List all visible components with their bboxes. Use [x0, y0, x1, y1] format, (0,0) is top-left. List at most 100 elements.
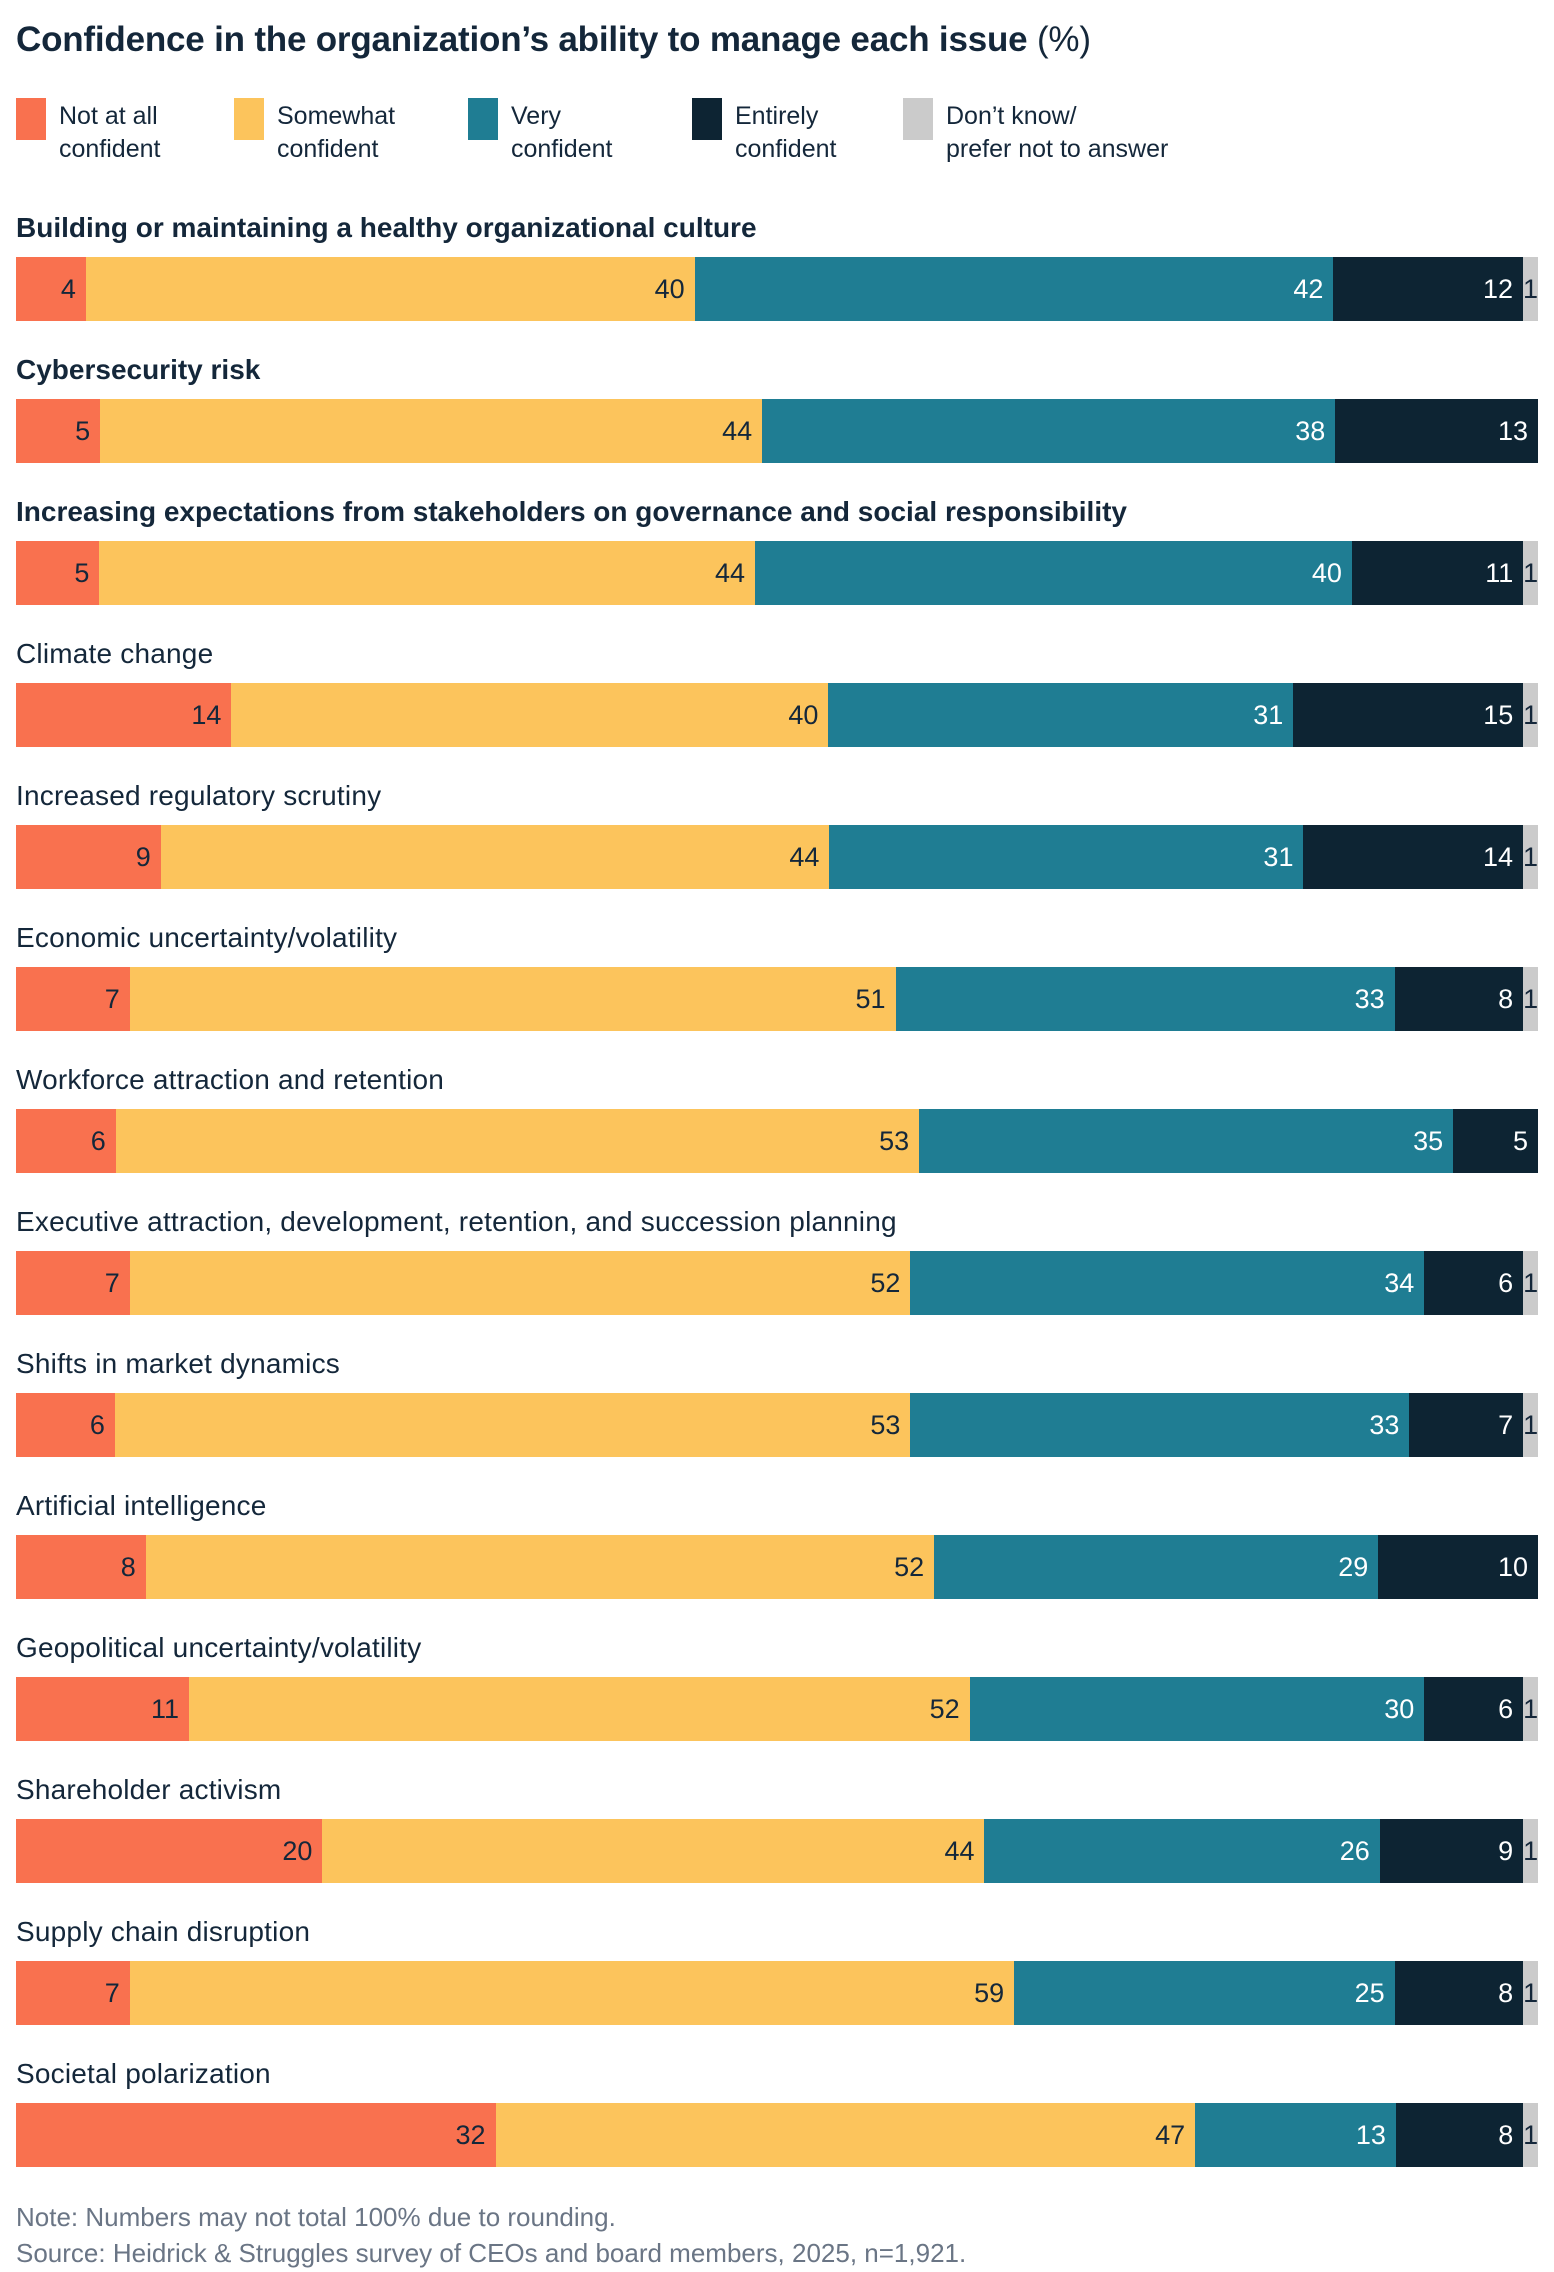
bar-segment-dont-know: 1 [1523, 1819, 1538, 1883]
stacked-bar: 7 52 34 6 1 [16, 1251, 1538, 1315]
bar-segment-very-confident: 38 [762, 399, 1336, 463]
bar-segment-very-confident: 25 [1014, 1961, 1395, 2025]
chart-row: Artificial intelligence 8 52 29 10 [16, 1490, 1538, 1599]
bar-segment-somewhat-confident: 40 [85, 257, 695, 321]
bar-segment-very-confident: 31 [828, 683, 1294, 747]
category-label: Building or maintaining a healthy organi… [16, 212, 757, 243]
stacked-bar: 32 47 13 8 1 [16, 2103, 1538, 2167]
chart-footer: Note: Numbers may not total 100% due to … [16, 2200, 1538, 2272]
category-label: Supply chain disruption [16, 1916, 311, 1947]
bar-segment-entirely-confident: 15 [1293, 683, 1524, 747]
bar-segment-very-confident: 29 [934, 1535, 1379, 1599]
stacked-bar: 7 59 25 8 1 [16, 1961, 1538, 2025]
chart-row: Economic uncertainty/volatility 7 51 33 8 1 [16, 922, 1538, 1031]
bar-segment-dont-know: 1 [1523, 1393, 1538, 1457]
bar-segment-entirely-confident: 8 [1395, 2103, 1524, 2167]
bar-segment-very-confident: 42 [694, 257, 1334, 321]
category-label: Economic uncertainty/volatility [16, 922, 398, 953]
dont-know-swatch [903, 98, 933, 140]
bar-segment-entirely-confident: 13 [1335, 399, 1538, 463]
bar-segment-not-at-all-confident: 7 [16, 1961, 130, 2025]
stacked-bar: 11 52 30 6 1 [16, 1677, 1538, 1741]
chart-row: Increasing expectations from stakeholder… [16, 496, 1538, 605]
bar-segment-not-at-all-confident: 11 [16, 1677, 190, 1741]
stacked-bar: 14 40 31 15 1 [16, 683, 1538, 747]
bar-segment-dont-know: 1 [1523, 683, 1538, 747]
chart-row: Building or maintaining a healthy organi… [16, 212, 1538, 321]
legend-item-label: Somewhat confident [277, 102, 396, 163]
category-label: Cybersecurity risk [16, 354, 261, 385]
bar-segment-entirely-confident: 9 [1379, 1819, 1524, 1883]
bar-segment-dont-know: 1 [1523, 1251, 1538, 1315]
bar-segment-not-at-all-confident: 9 [16, 825, 161, 889]
bar-segment-entirely-confident: 6 [1424, 1251, 1524, 1315]
bar-segment-very-confident: 30 [969, 1677, 1425, 1741]
bar-segment-dont-know: 1 [1523, 541, 1538, 605]
bar-segment-somewhat-confident: 44 [322, 1819, 985, 1883]
bar-segment-very-confident: 40 [754, 541, 1352, 605]
bar-segment-somewhat-confident: 53 [114, 1393, 911, 1457]
chart-title-main: Confidence in the organization’s ability… [16, 20, 1028, 59]
bar-segment-not-at-all-confident: 14 [16, 683, 232, 747]
legend-item-somewhat-confident: Somewhat confident [234, 98, 468, 166]
legend-item-label: Very confident [511, 102, 613, 163]
bar-segment-entirely-confident: 8 [1394, 967, 1524, 1031]
bar-segment-somewhat-confident: 51 [129, 967, 896, 1031]
legend-item-label: Don’t know/ prefer not to answer [946, 102, 1169, 163]
chart-row: Societal polarization 32 47 13 8 1 [16, 2058, 1538, 2167]
category-label: Executive attraction, development, reten… [16, 1206, 897, 1237]
bar-segment-dont-know: 1 [1523, 2103, 1538, 2167]
legend-item-entirely-confident: Entirely confident [692, 98, 903, 166]
category-label: Increased regulatory scrutiny [16, 780, 382, 811]
bar-segment-entirely-confident: 10 [1378, 1535, 1538, 1599]
bar-segment-entirely-confident: 12 [1333, 257, 1524, 321]
chart-title-unit: (%) [1027, 20, 1091, 59]
chart-row: Climate change 14 40 31 15 1 [16, 638, 1538, 747]
bar-segment-very-confident: 13 [1195, 2103, 1396, 2167]
chart-title: Confidence in the organization’s ability… [16, 20, 1538, 60]
legend-item-very-confident: Very confident [468, 98, 692, 166]
bar-segment-very-confident: 33 [910, 1393, 1410, 1457]
stacked-bar: 9 44 31 14 1 [16, 825, 1538, 889]
category-label: Shifts in market dynamics [16, 1348, 340, 1379]
category-label: Increasing expectations from stakeholder… [16, 496, 1128, 527]
bar-segment-not-at-all-confident: 4 [16, 257, 86, 321]
chart-row: Shareholder activism 20 44 26 9 1 [16, 1774, 1538, 1883]
chart-row: Increased regulatory scrutiny 9 44 31 14 1 [16, 780, 1538, 889]
stacked-bar: 4 40 42 12 1 [16, 257, 1538, 321]
chart-row: Supply chain disruption 7 59 25 8 1 [16, 1916, 1538, 2025]
category-label: Geopolitical uncertainty/volatility [16, 1632, 422, 1663]
bar-segment-somewhat-confident: 44 [160, 825, 830, 889]
stacked-bar: 8 52 29 10 [16, 1535, 1538, 1599]
bar-segment-not-at-all-confident: 20 [16, 1819, 323, 1883]
bar-segment-somewhat-confident: 52 [189, 1677, 970, 1741]
bar-segment-not-at-all-confident: 7 [16, 1251, 130, 1315]
bar-segment-not-at-all-confident: 8 [16, 1535, 146, 1599]
category-label: Climate change [16, 638, 214, 669]
very-confident-swatch [468, 98, 498, 140]
bar-segment-not-at-all-confident: 6 [16, 1109, 116, 1173]
bar-segment-somewhat-confident: 44 [99, 541, 755, 605]
bar-segment-very-confident: 35 [919, 1109, 1454, 1173]
chart-row: Geopolitical uncertainty/volatility 11 52 3… [16, 1632, 1538, 1741]
source-text: Source: Heidrick & Struggles survey of C… [16, 2237, 967, 2268]
bar-segment-dont-know: 1 [1523, 1677, 1538, 1741]
bar-segment-somewhat-confident: 52 [129, 1251, 911, 1315]
bar-segment-very-confident: 33 [895, 967, 1395, 1031]
stacked-bar: 6 53 35 5 [16, 1109, 1538, 1173]
legend-item-label: Entirely confident [735, 102, 837, 163]
bar-segment-not-at-all-confident: 7 [16, 967, 130, 1031]
chart-row: Executive attraction, development, reten… [16, 1206, 1538, 1315]
category-label: Shareholder activism [16, 1774, 282, 1805]
note-text: Note: Numbers may not total 100% due to … [16, 2202, 616, 2232]
bar-segment-entirely-confident: 8 [1394, 1961, 1524, 2025]
bar-segment-somewhat-confident: 53 [115, 1109, 920, 1173]
category-label: Artificial intelligence [16, 1490, 267, 1521]
stacked-bar: 20 44 26 9 1 [16, 1819, 1538, 1883]
stacked-bar: 5 44 40 11 1 [16, 541, 1538, 605]
bar-segment-entirely-confident: 6 [1424, 1677, 1524, 1741]
bar-segment-entirely-confident: 5 [1453, 1109, 1538, 1173]
bar-segment-not-at-all-confident: 5 [16, 399, 101, 463]
bar-segment-somewhat-confident: 52 [145, 1535, 935, 1599]
